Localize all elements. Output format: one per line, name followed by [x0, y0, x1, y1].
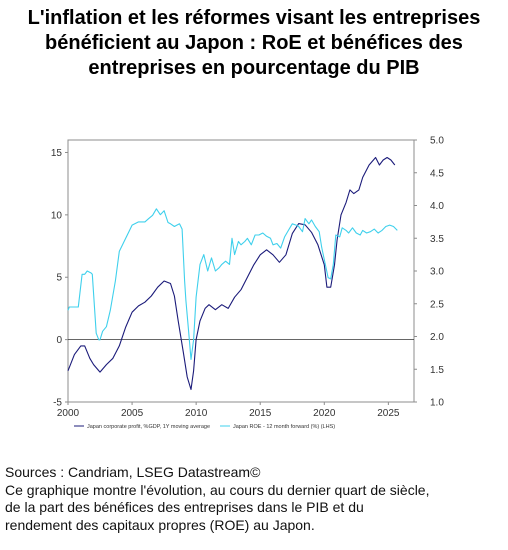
series-layer — [67, 156, 398, 391]
y-left-tick-label: 10 — [51, 210, 63, 221]
x-tick-label: 2020 — [313, 408, 336, 419]
x-tick-label: 2015 — [249, 408, 272, 419]
y-right-tick-label: 1.5 — [430, 365, 444, 376]
y-right-tick-label: 1.0 — [430, 398, 444, 409]
chart-title: L'inflation et les réformes visant les e… — [27, 7, 481, 79]
legend: Japan corporate profit, %GDP, 1Y moving … — [74, 424, 335, 430]
x-tick-label: 2000 — [57, 408, 80, 419]
y-left-tick-label: 15 — [51, 148, 63, 159]
legend-label-roe: Japan ROE - 12 month forward (%) (LHS) — [233, 424, 335, 430]
description-line-1: Ce graphique montre l'évolution, au cour… — [5, 481, 430, 498]
y-left-tick-label: -5 — [53, 398, 62, 409]
ticks-layer: 2000 2005 2010 2015 2020 2025 -5 0 5 10 15 1.0 1.5 2.… — [51, 136, 444, 420]
footer-notes: Sources : Candriam, LSEG Datastream© Ce … — [5, 464, 505, 534]
description-line-2: de la part des bénéfices des entreprises… — [5, 499, 364, 515]
legend-label-profit: Japan corporate profit, %GDP, 1Y moving … — [87, 424, 210, 430]
y-right-tick-label: 2.5 — [430, 299, 444, 310]
y-right-tick-label: 3.5 — [430, 234, 444, 245]
roe-series-line — [67, 208, 398, 360]
y-right-tick-label: 5.0 — [430, 136, 444, 147]
profit-series-line — [67, 156, 396, 391]
y-left-tick-label: 0 — [56, 335, 62, 346]
y-right-tick-label: 4.5 — [430, 168, 444, 179]
x-tick-label: 2010 — [185, 408, 208, 419]
y-left-tick-label: 5 — [56, 273, 62, 284]
y-right-tick-label: 3.0 — [430, 267, 444, 278]
x-tick-label: 2025 — [377, 408, 400, 419]
y-right-tick-label: 4.0 — [430, 201, 444, 212]
y-right-tick-label: 2.0 — [430, 332, 444, 343]
x-tick-label: 2005 — [121, 408, 144, 419]
sources-line: Sources : Candriam, LSEG Datastream© — [5, 464, 261, 480]
description-line-3: rendement des capitaux propres (ROE) au … — [5, 516, 315, 533]
